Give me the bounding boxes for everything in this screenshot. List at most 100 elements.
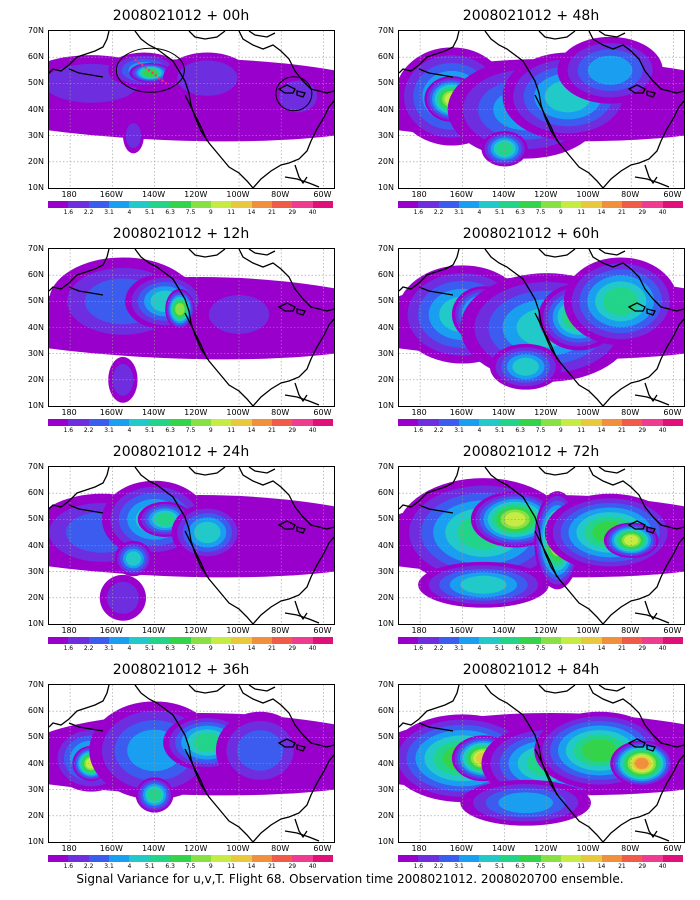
colorbar-swatch	[210, 855, 232, 862]
coastline	[538, 249, 626, 258]
colorbar-tick-label: 21	[618, 209, 626, 216]
colorbar-tick-label: 7.5	[185, 645, 196, 652]
colorbar-swatch	[662, 201, 684, 208]
colorbar-tick-label: 14	[247, 427, 256, 434]
lat-tick-label: 20N	[27, 374, 44, 384]
colorbar-tick-label: 5.1	[145, 209, 155, 216]
colorbar-swatch	[109, 419, 130, 426]
lon-tick-label: 80W	[271, 190, 290, 199]
colorbar-swatch	[499, 637, 521, 644]
colorbar-tick-label: 21	[268, 427, 276, 434]
map-panel: 2008021012 + 36h 70N 60N 50N 40N 30N 20N 10N 180…	[16, 662, 346, 877]
colorbar-tick-label: 3.1	[104, 427, 114, 434]
lat-tick-label: 30N	[377, 784, 394, 794]
lon-tick-label: 160W	[449, 190, 473, 199]
colorbar-swatch	[271, 855, 293, 862]
coastline	[627, 738, 656, 752]
variance-contour	[193, 733, 222, 753]
lat-tick-label: 70N	[27, 462, 44, 471]
lon-tick-label: 160W	[449, 408, 473, 417]
variance-contour	[237, 730, 284, 771]
colorbar-tick-label: 4	[477, 427, 482, 434]
colorbar-tick-label: 6.3	[515, 427, 525, 434]
colorbar-tick-label: 21	[618, 427, 626, 434]
lat-tick-label: 10N	[377, 401, 394, 410]
lat-tick-label: 30N	[27, 348, 44, 358]
colorbar-swatch	[48, 419, 69, 426]
colorbar-tick-label: 1.6	[63, 863, 74, 870]
coastline	[484, 31, 604, 188]
coastline	[188, 31, 276, 40]
lat-tick-label: 70N	[377, 462, 394, 471]
colorbar-tick-label: 40	[308, 427, 317, 434]
colorbar-tick-label: 6.3	[515, 863, 525, 870]
lon-tick-label: 160W	[99, 626, 123, 635]
colorbar-tick-label: 29	[288, 863, 297, 870]
colorbar-swatch	[231, 637, 252, 644]
coastline	[588, 467, 684, 530]
lat-tick-label: 10N	[27, 619, 44, 628]
lat-tick-label: 50N	[27, 732, 44, 742]
colorbar-swatch	[231, 419, 252, 426]
lat-tick-label: 10N	[27, 183, 44, 192]
colorbar-tick-label: 14	[597, 645, 606, 652]
colorbar-tick-label: 3.1	[454, 209, 464, 216]
colorbar-swatch	[540, 201, 561, 208]
colorbar-swatch	[312, 419, 334, 426]
lon-tick-label: 140W	[491, 626, 516, 635]
colorbar-tick-label: 5.1	[495, 645, 505, 652]
coastline	[634, 394, 670, 406]
lon-tick-label: 160W	[449, 626, 473, 635]
coastline	[602, 100, 684, 188]
flight-observation-point	[164, 82, 168, 85]
flight-observation-point	[134, 58, 137, 61]
coastline	[284, 612, 320, 624]
flight-observation-point	[137, 61, 141, 64]
variance-contour	[177, 60, 238, 96]
colorbar-swatch	[129, 855, 150, 862]
colorbar-tick-label: 5.1	[495, 427, 505, 434]
colorbar-swatch	[479, 419, 500, 426]
colorbar-swatch	[418, 419, 439, 426]
lon-tick-label: 120W	[184, 844, 208, 853]
coastline	[277, 520, 306, 534]
map-svg	[49, 31, 334, 188]
colorbar-swatch	[48, 855, 69, 862]
coastline	[588, 31, 684, 94]
colorbar-tick-label: 9	[208, 209, 213, 216]
coastline	[538, 467, 626, 476]
variance-contour	[208, 294, 270, 334]
map-frame	[48, 466, 335, 625]
colorbar-tick-label: 6.3	[165, 645, 175, 652]
coastline	[418, 68, 454, 78]
colorbar-tick-label: 5.1	[145, 645, 155, 652]
lat-tick-label: 20N	[377, 156, 394, 166]
coastline	[399, 685, 460, 728]
colorbar-swatch	[271, 419, 293, 426]
map-panel: 2008021012 + 72h 70N 60N 50N 40N 30N 20N 10N 180…	[366, 444, 696, 659]
colorbar-tick-label: 11	[227, 645, 236, 652]
map-panel: 2008021012 + 24h 70N 60N 50N 40N 30N 20N 10N 180…	[16, 444, 346, 659]
map-panel: 2008021012 + 84h 70N 60N 50N 40N 30N 20N 10N 180…	[366, 662, 696, 877]
map-panel: 2008021012 + 48h 70N 60N 50N 40N 30N 20N 10N 180…	[366, 8, 696, 223]
coastline	[184, 312, 208, 360]
map-svg	[49, 685, 334, 842]
colorbar-tick-label: 5.1	[495, 863, 505, 870]
lon-tick-label: 140W	[141, 190, 166, 199]
lon-tick-label: 60W	[663, 190, 682, 199]
colorbar-tick-label: 1.6	[413, 863, 424, 870]
colorbar-tick-label: 3.1	[104, 645, 114, 652]
colorbar-tick-label: 9	[208, 645, 213, 652]
map-frame	[48, 30, 335, 189]
map-frame	[398, 684, 685, 843]
colorbar-swatch	[398, 637, 419, 644]
colorbar-tick-label: 21	[268, 645, 276, 652]
lat-tick-label: 60N	[377, 270, 394, 280]
colorbar-tick-label: 9	[558, 209, 563, 216]
lon-tick-label: 160W	[99, 408, 123, 417]
coastline	[418, 286, 454, 296]
lon-tick-label: 100W	[576, 408, 600, 417]
colorbar-tick-label: 9	[208, 863, 213, 870]
colorbar-tick-label: 6.3	[165, 209, 175, 216]
map-frame	[398, 30, 685, 189]
